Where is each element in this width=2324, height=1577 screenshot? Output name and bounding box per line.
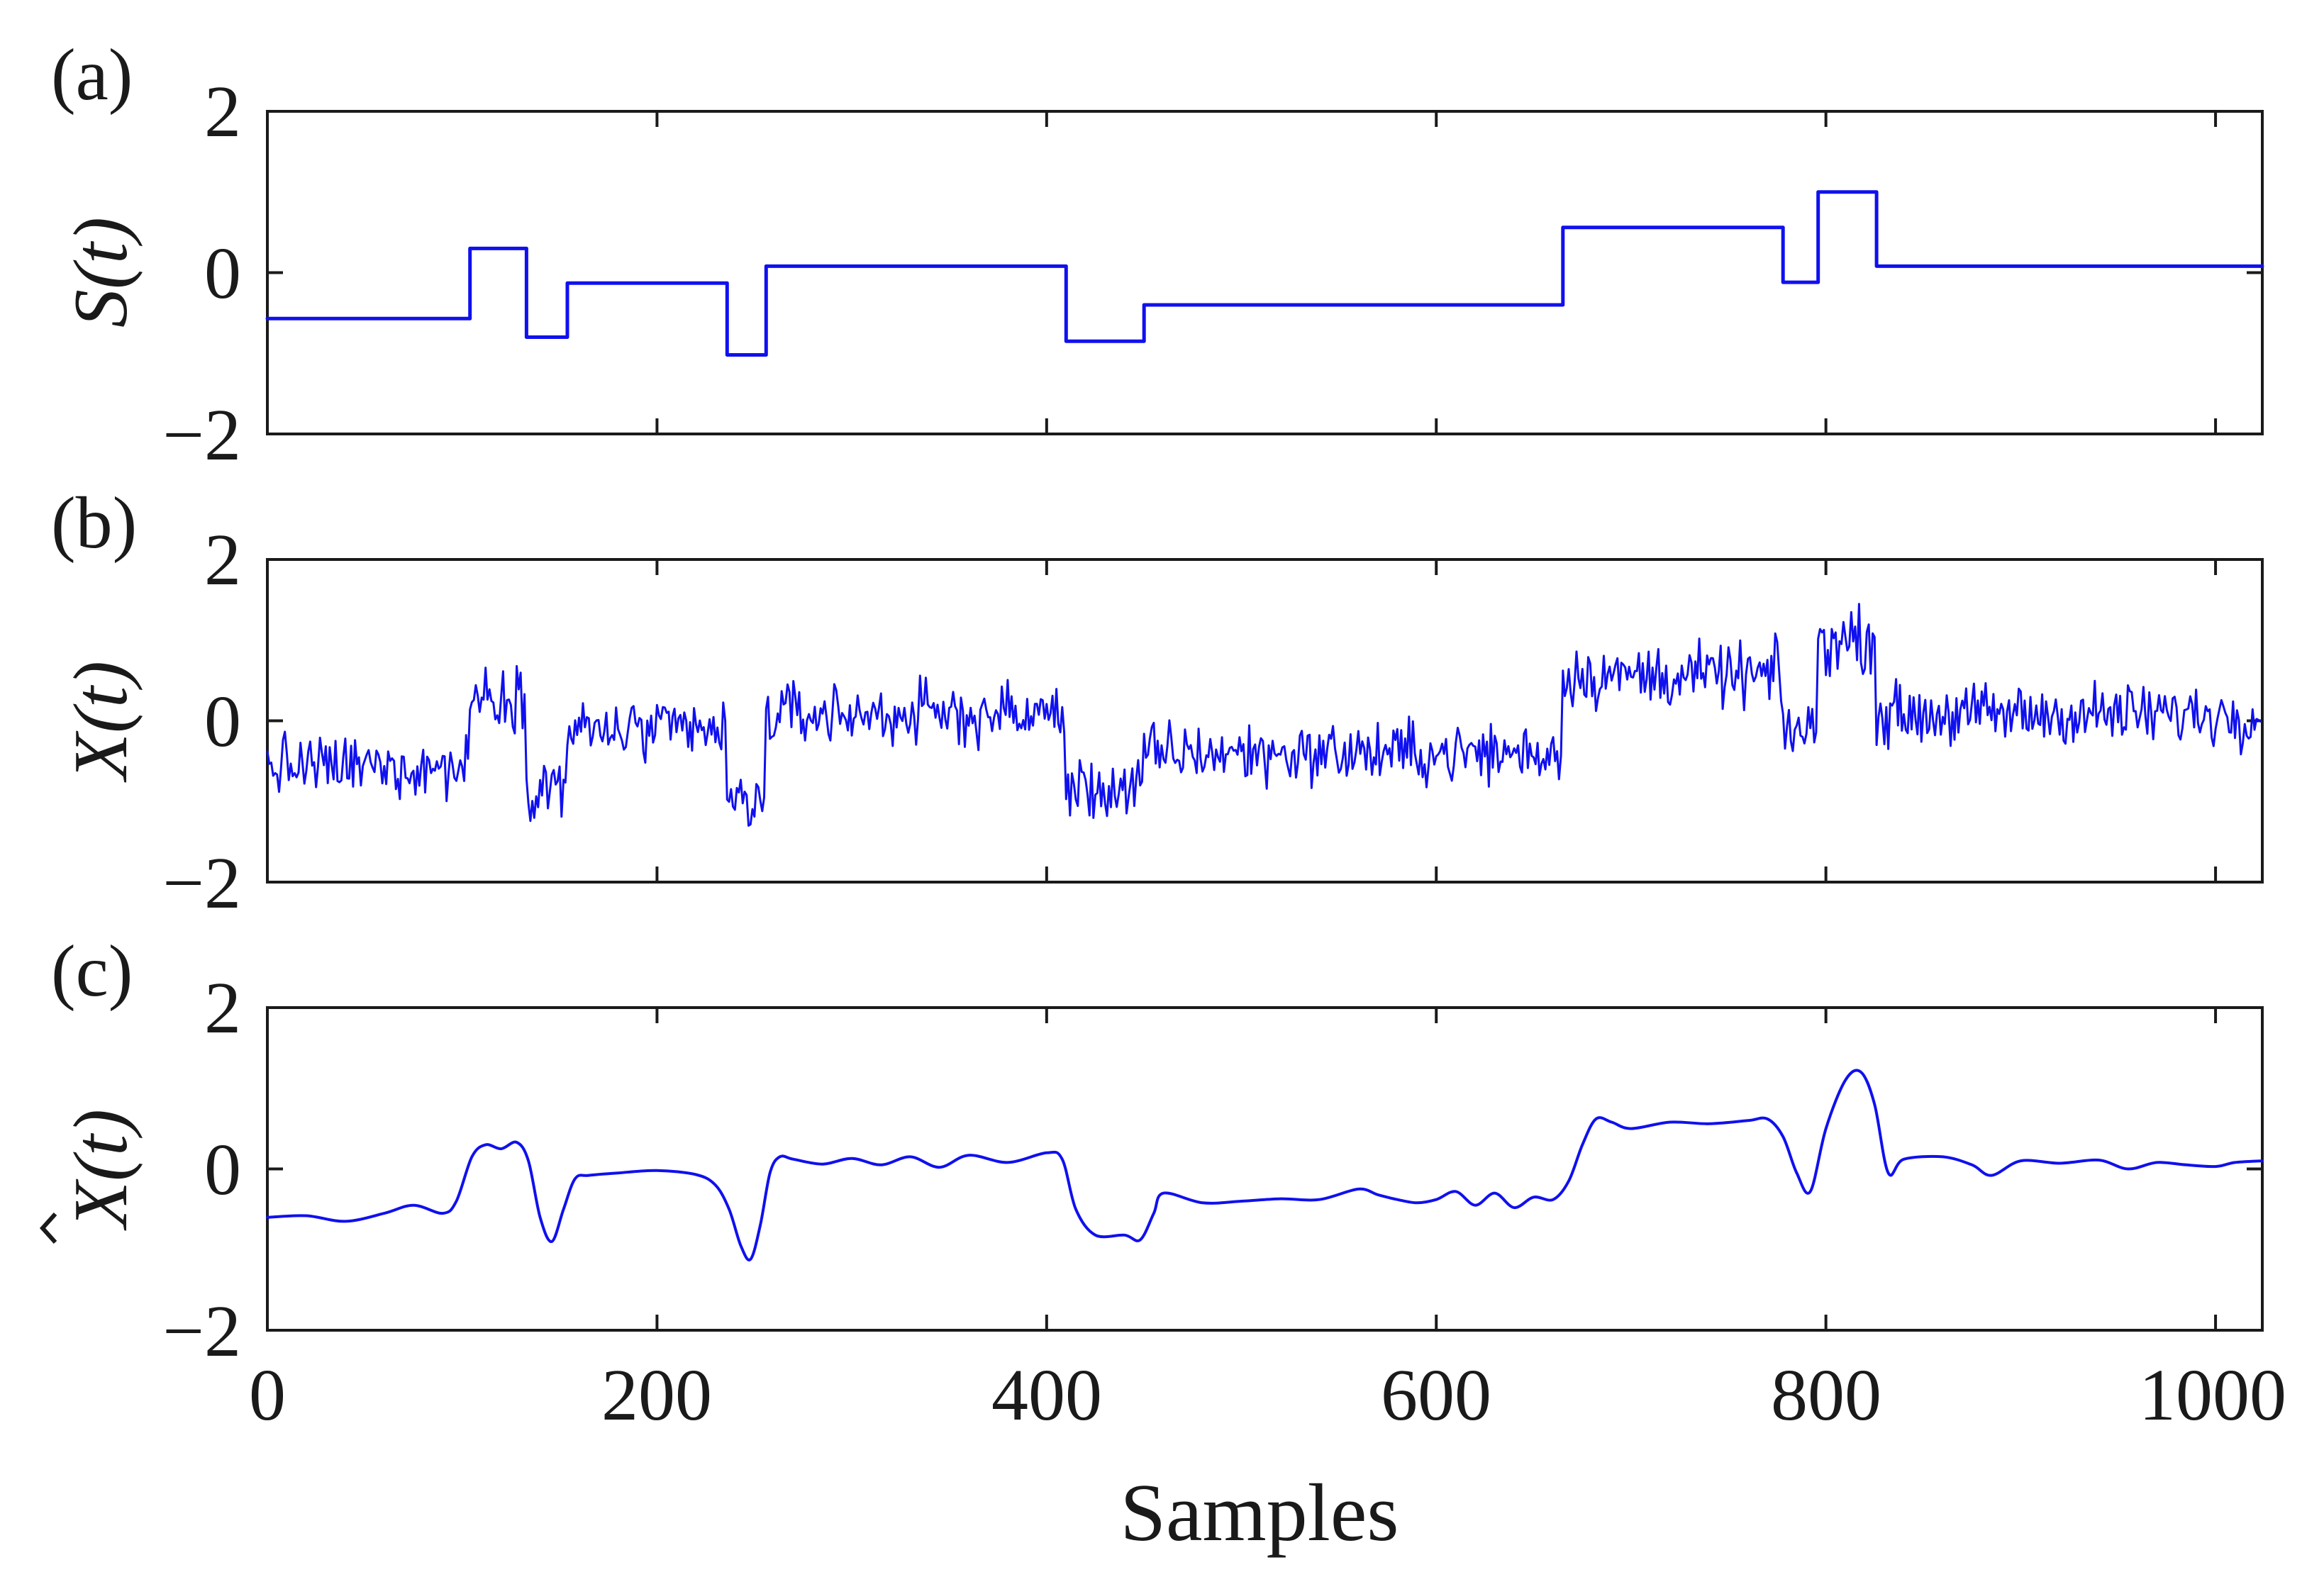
panel-a: (a) S(t) 2 0 −2	[51, 34, 2264, 476]
panel-b-tag: (b)	[51, 482, 137, 564]
xtick-label: 400	[991, 1354, 1102, 1436]
panel-b-ytick-label: 2	[204, 519, 241, 601]
xtick-label: 800	[1771, 1354, 1881, 1436]
panel-a-frame	[266, 110, 2264, 435]
panel-c-ytick-label: 2	[204, 967, 241, 1049]
panel-c-ylabel-arg: (t)	[59, 1109, 143, 1181]
panel-a-ylabel-symbol: S	[59, 289, 143, 328]
panel-c-ylabel: X(t)	[39, 1109, 143, 1244]
xtick-label: 200	[601, 1354, 712, 1436]
xtick-label: 0	[249, 1354, 286, 1436]
panel-a-ticks	[266, 110, 2262, 435]
panel-c-ylabel-text: X(t)	[59, 1109, 143, 1231]
panel-b: (b) X(t) 2 0 −2	[51, 482, 2264, 924]
panel-c-ytick-label: −2	[162, 1291, 241, 1372]
panel-a-series-line	[265, 190, 2264, 357]
x-axis-label: Samples	[1120, 1468, 1399, 1559]
panel-a-ytick-label: 2	[204, 71, 241, 152]
panel-c-tag: (c)	[51, 930, 133, 1012]
panel-b-ylabel-arg: (t)	[59, 661, 143, 733]
panel-b-ylabel: X(t)	[59, 661, 143, 783]
panel-c-frame	[266, 1006, 2264, 1332]
panel-a-ylabel: S(t)	[59, 217, 143, 328]
panel-a-tag: (a)	[51, 34, 133, 116]
panel-c-series-line	[266, 1069, 2264, 1261]
panel-a-ylabel-arg: (t)	[59, 217, 143, 289]
panel-a-ytick-label: 0	[204, 233, 241, 314]
panel-c-ticks	[266, 1006, 2262, 1332]
panel-c-ytick-label: 0	[204, 1129, 241, 1210]
panel-c: (c) X(t) 2 0 −2	[39, 930, 2264, 1372]
panel-b-series-line	[266, 603, 2262, 827]
panel-b-ylabel-symbol: X	[59, 730, 143, 783]
xtick-label: 600	[1381, 1354, 1491, 1436]
panel-b-frame	[266, 558, 2264, 884]
panel-c-ylabel-symbol: X	[59, 1178, 143, 1231]
panel-a-ytick-label: −2	[162, 394, 241, 476]
panel-b-ticks	[266, 558, 2262, 884]
xtick-label: 1000	[2139, 1354, 2286, 1436]
panel-b-ytick-label: −2	[162, 842, 241, 924]
panel-b-ytick-label: 0	[204, 681, 241, 762]
panel-c-ylabel-hat	[39, 1212, 57, 1244]
